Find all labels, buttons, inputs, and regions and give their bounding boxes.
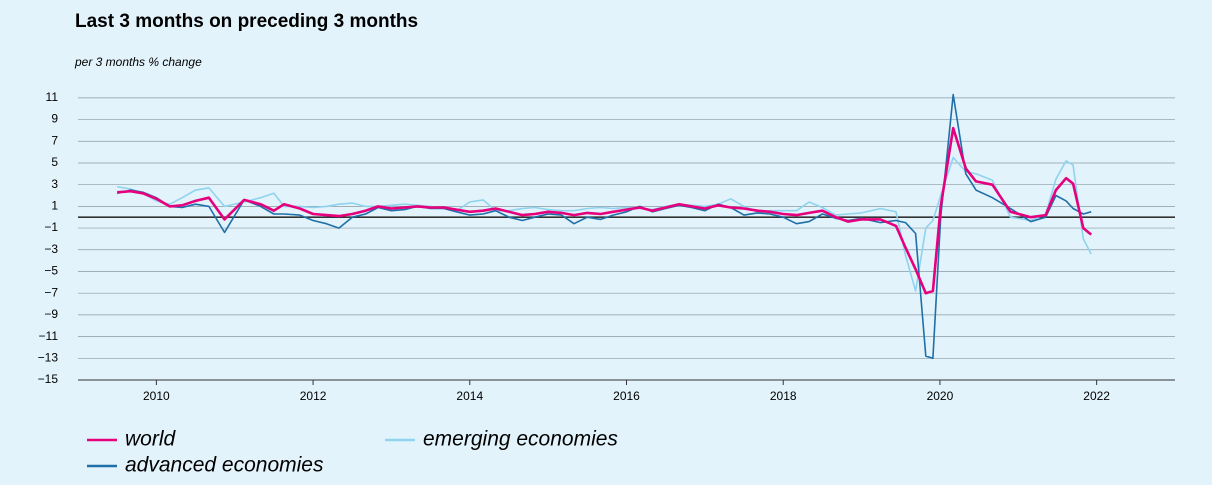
y-tick-label: 11 <box>46 90 59 104</box>
x-tick-label: 2010 <box>143 389 170 403</box>
chart-title: Last 3 months on preceding 3 months <box>75 11 418 32</box>
y-tick-label: −15 <box>38 372 59 386</box>
y-tick-label: 5 <box>51 155 58 169</box>
y-tick-label: 7 <box>51 133 58 147</box>
chart-subtitle: per 3 months % change <box>74 55 202 69</box>
y-tick-label: −7 <box>44 285 58 299</box>
legend-label: world <box>125 428 177 451</box>
legend-label: emerging economies <box>423 428 618 451</box>
y-tick-label: −1 <box>44 220 58 234</box>
x-tick-label: 2014 <box>456 389 483 403</box>
y-tick-label: −3 <box>44 242 58 256</box>
x-tick-label: 2012 <box>300 389 327 403</box>
x-tick-label: 2022 <box>1083 389 1110 403</box>
series-line <box>117 126 1093 295</box>
x-tick-label: 2020 <box>927 389 954 403</box>
y-tick-label: 3 <box>51 177 58 191</box>
x-tick-label: 2018 <box>770 389 797 403</box>
y-tick-label: 9 <box>51 112 58 126</box>
y-tick-label: −13 <box>38 350 59 364</box>
y-tick-label: −9 <box>44 307 58 321</box>
y-tick-label: −5 <box>44 264 58 278</box>
y-tick-label: 1 <box>51 199 58 213</box>
series-line <box>117 93 1092 360</box>
legend-label: advanced economies <box>125 454 324 477</box>
x-tick-label: 2016 <box>613 389 640 403</box>
y-tick-label: −11 <box>39 329 59 343</box>
